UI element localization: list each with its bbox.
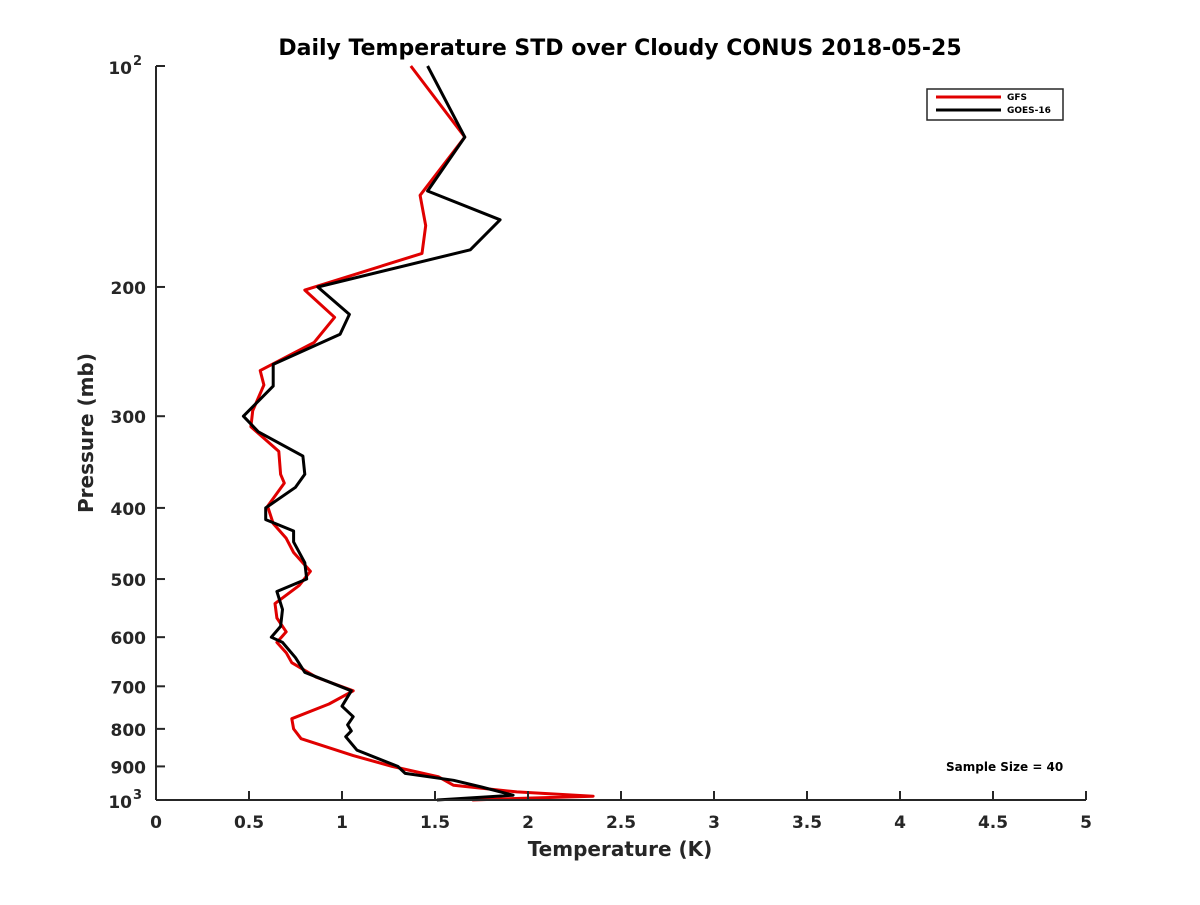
x-tick-label: 2.5 [606,813,636,833]
plot-area [241,65,595,802]
y-axis-label: Pressure (mb) [74,353,98,513]
x-tick-label: 1 [336,813,348,833]
y-tick-label: 500 [111,571,147,591]
x-tick-label: 0.5 [234,813,264,833]
y-tick-label: 300 [111,408,147,428]
y-tick-label: 10 [108,59,132,79]
y-tick-label-exponent: 3 [133,788,142,803]
y-tick-label-exponent: 2 [133,54,142,69]
y-tick-label: 400 [111,500,147,520]
legend-box [926,88,1064,121]
series-line-gfs [249,65,595,802]
legend-label-goes16: GOES-16 [1007,106,1051,116]
legend-label-gfs: GFS [1007,93,1027,103]
x-tick-label: 0 [150,813,162,833]
chart-title: Daily Temperature STD over Cloudy CONUS … [278,36,961,61]
x-tick-label: 2 [522,813,534,833]
x-tick-label: 3.5 [792,813,822,833]
y-tick-label: 800 [111,721,147,741]
y-tick-label: 700 [111,678,147,698]
sample-size-annotation: Sample Size = 40 [946,760,1063,774]
series-line-goes16 [241,65,515,802]
x-tick-label: 4.5 [978,813,1008,833]
x-tick-label: 1.5 [420,813,450,833]
x-tick-label: 3 [708,813,720,833]
x-ticks: 0 0.5 1 1.5 2 2.5 3 3.5 4 4.5 5 [150,791,1092,833]
y-tick-label: 600 [111,629,147,649]
x-axis-label: Temperature (K) [528,837,713,861]
x-tick-label: 4 [894,813,906,833]
y-tick-label: 200 [111,279,147,299]
x-tick-label: 5 [1080,813,1092,833]
y-tick-label: 900 [111,758,147,778]
y-tick-label: 10 [108,793,132,813]
legend: GFS GOES-16 [926,88,1064,121]
